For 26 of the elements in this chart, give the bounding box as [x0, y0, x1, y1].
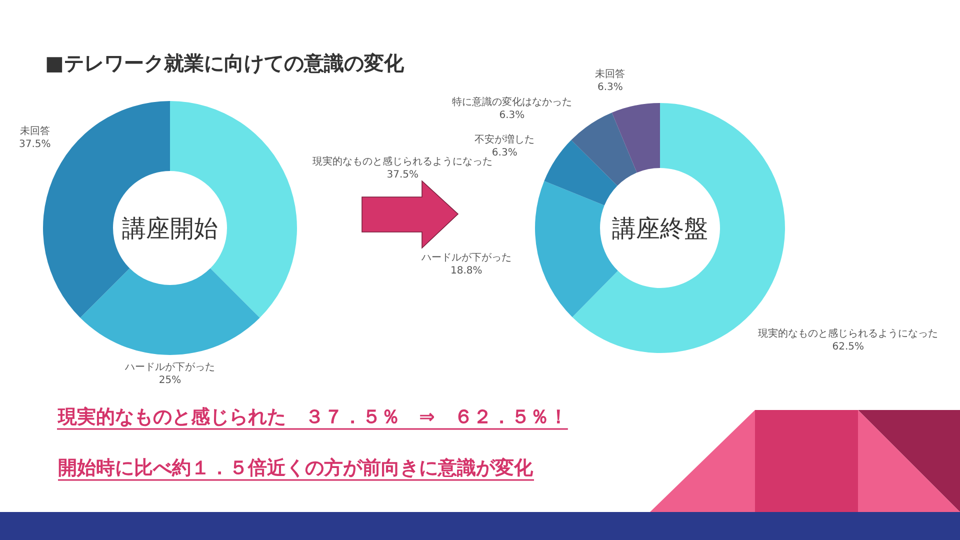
slice-label: 未回答	[20, 124, 50, 137]
slice-label: 現実的なものと感じられるようになった	[312, 156, 493, 168]
donut-slice	[612, 103, 660, 173]
data-label: 6.3%	[499, 110, 525, 122]
data-label: 62.5%	[832, 341, 864, 352]
slice-label: 未回答	[595, 68, 626, 80]
text: 現実的なものと感じられた ３７．５％ ⇒ ６２．５％！	[57, 406, 568, 428]
donut-slice	[571, 112, 637, 186]
data-label: 25%	[158, 375, 182, 386]
slice-label: 不安が増した	[474, 134, 535, 146]
donut-slice	[80, 268, 260, 355]
text: 講座開始	[122, 214, 218, 242]
slice-label: ハードルが下がった	[420, 252, 512, 264]
data-label: 18.8%	[450, 265, 482, 276]
slice-label: 現実的なものと感じられるようになった	[758, 327, 938, 340]
text: ■テレワーク就業に向けての意識の変化	[45, 51, 405, 75]
data-label: 6.3%	[492, 148, 518, 159]
data-label: 37.5%	[19, 138, 51, 150]
data-label: 6.3%	[597, 82, 623, 93]
data-label: 37.5%	[386, 170, 418, 181]
donut-slice	[170, 101, 297, 318]
text: 講座終盤	[612, 214, 708, 242]
slice-label: 特に意識の変化はなかった	[452, 96, 572, 108]
text: 開始時に比べ約１．５倍近くの方が前向きに意識が変化	[58, 457, 534, 479]
donut-slice	[544, 140, 618, 206]
slice-label: ハードルが下がった	[124, 362, 215, 374]
